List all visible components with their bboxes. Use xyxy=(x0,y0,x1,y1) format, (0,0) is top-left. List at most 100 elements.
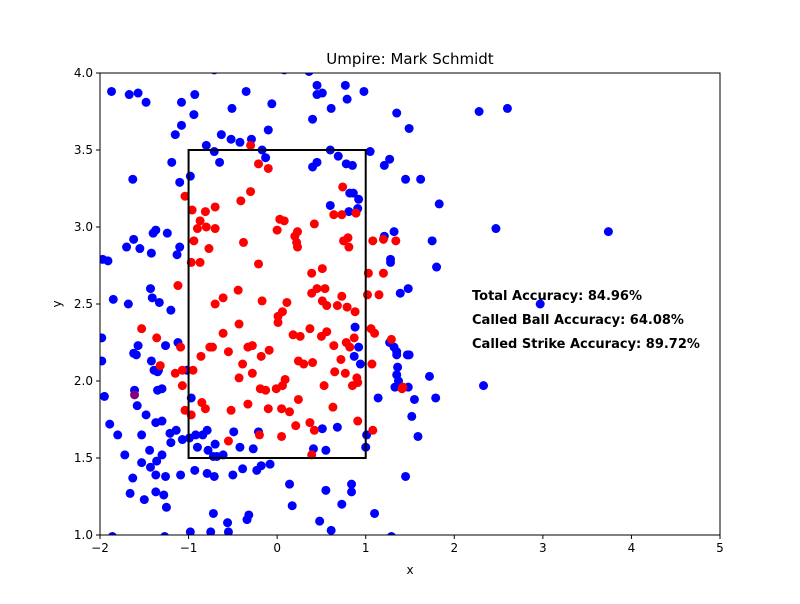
pitch-point xyxy=(329,341,338,350)
pitch-point xyxy=(413,432,422,441)
x-tick-label: 0 xyxy=(273,541,281,555)
pitch-point xyxy=(239,238,248,247)
pitch-point xyxy=(201,207,210,216)
pitch-point xyxy=(189,110,198,119)
pitch-point xyxy=(158,417,167,426)
pitch-point xyxy=(161,341,170,350)
pitch-point xyxy=(258,296,267,305)
pitch-point xyxy=(211,300,220,309)
x-tick-label: 1 xyxy=(362,541,370,555)
pitch-point xyxy=(166,306,175,315)
pitch-point xyxy=(281,375,290,384)
pitch-point xyxy=(137,430,146,439)
pitch-point xyxy=(344,243,353,252)
pitch-point xyxy=(155,298,164,307)
pitch-point xyxy=(293,227,302,236)
pitch-point xyxy=(356,360,365,369)
pitch-point xyxy=(264,125,273,134)
pitch-point xyxy=(293,243,302,252)
pitch-point xyxy=(178,381,187,390)
pitch-point xyxy=(235,320,244,329)
pitch-point xyxy=(254,259,263,268)
pitch-point xyxy=(107,87,116,96)
pitch-point xyxy=(145,446,154,455)
pitch-point xyxy=(379,269,388,278)
pitch-point xyxy=(146,463,155,472)
pitch-point xyxy=(227,135,236,144)
pitch-point xyxy=(210,472,219,481)
pitch-point xyxy=(313,284,322,293)
x-tick-label: 3 xyxy=(539,541,547,555)
pitch-point xyxy=(313,158,322,167)
pitch-point xyxy=(165,429,174,438)
pitch-point xyxy=(386,258,395,267)
pitch-point xyxy=(337,292,346,301)
pitch-point xyxy=(385,155,394,164)
pitch-point xyxy=(280,216,289,225)
pitch-point xyxy=(265,346,274,355)
accuracy-annotation: Called Strike Accuracy: 89.72% xyxy=(472,337,700,352)
pitch-point xyxy=(475,107,484,116)
pitch-point xyxy=(368,236,377,245)
pitch-point xyxy=(264,164,273,173)
pitch-point xyxy=(130,390,139,399)
pitch-point xyxy=(367,360,376,369)
pitch-point xyxy=(368,426,377,435)
pitch-point xyxy=(404,284,413,293)
y-tick-label: 2.0 xyxy=(74,374,93,388)
pitch-point xyxy=(337,500,346,509)
pitch-point xyxy=(211,202,220,211)
x-tick-label: −1 xyxy=(180,541,198,555)
pitch-point xyxy=(177,121,186,130)
pitch-point xyxy=(166,438,175,447)
pitch-point xyxy=(336,355,345,364)
pitch-point xyxy=(219,293,228,302)
pitch-point xyxy=(310,219,319,228)
x-tick-label: 5 xyxy=(716,541,724,555)
pitch-point xyxy=(273,226,282,235)
pitch-point xyxy=(285,407,294,416)
pitch-point xyxy=(351,209,360,218)
pitch-point xyxy=(177,98,186,107)
pitch-point xyxy=(248,369,257,378)
pitch-point xyxy=(171,130,180,139)
pitch-point xyxy=(267,99,276,108)
y-tick-label: 1.0 xyxy=(74,528,93,542)
pitch-point xyxy=(305,418,314,427)
pitch-point xyxy=(353,378,362,387)
pitch-point xyxy=(161,472,170,481)
pitch-point xyxy=(374,393,383,402)
pitch-point xyxy=(189,366,198,375)
pitch-point xyxy=(393,363,402,372)
pitch-point xyxy=(431,393,440,402)
pitch-point xyxy=(307,269,316,278)
pitch-point xyxy=(135,244,144,253)
pitch-point xyxy=(217,130,226,139)
pitch-point xyxy=(435,199,444,208)
pitch-point xyxy=(392,350,401,359)
pitch-point xyxy=(349,189,358,198)
pitch-point xyxy=(227,406,236,415)
pitch-point xyxy=(315,517,324,526)
pitch-point xyxy=(162,503,171,512)
pitch-point xyxy=(142,98,151,107)
pitch-point xyxy=(341,81,350,90)
pitch-point xyxy=(132,350,141,359)
pitch-point xyxy=(333,301,342,310)
pitch-point xyxy=(425,372,434,381)
pitch-point xyxy=(236,196,245,205)
pitch-point xyxy=(125,90,134,99)
pitch-point xyxy=(318,89,327,98)
pitch-point xyxy=(219,329,228,338)
pitch-point xyxy=(158,450,167,459)
x-axis-label: x xyxy=(406,563,413,577)
pitch-point xyxy=(151,470,160,479)
pitch-point xyxy=(140,495,149,504)
pitch-point xyxy=(244,510,253,519)
pitch-point xyxy=(310,426,319,435)
pitch-point xyxy=(209,509,218,518)
pitch-point xyxy=(109,295,118,304)
pitch-point xyxy=(387,335,396,344)
